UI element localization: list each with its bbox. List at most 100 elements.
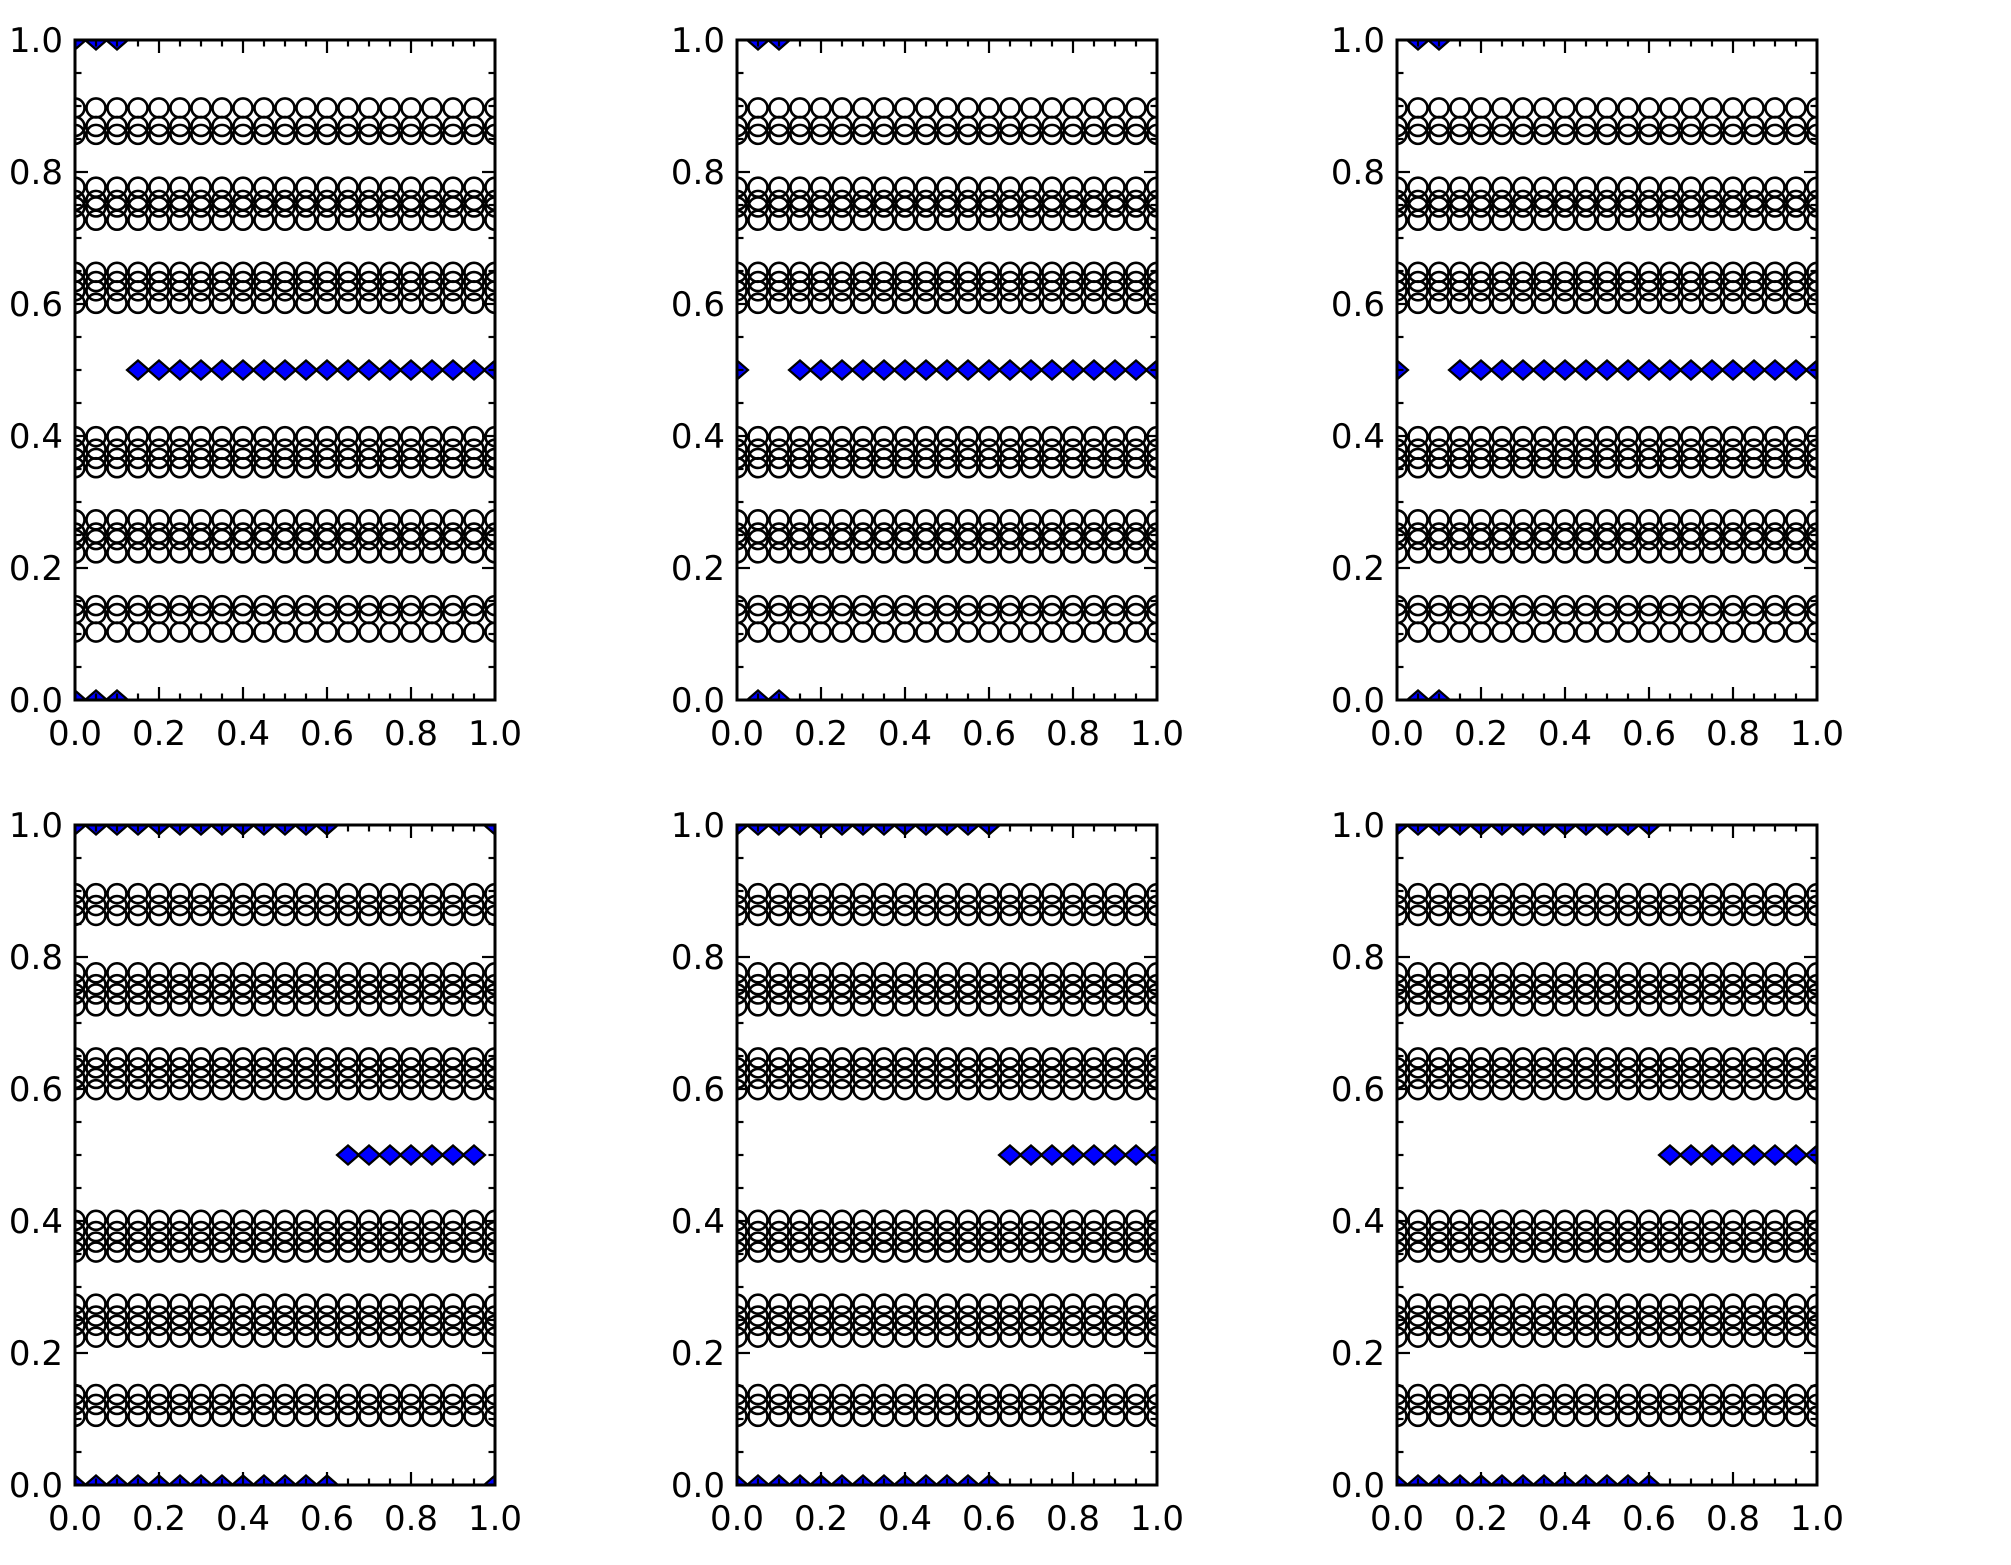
y-tick-label: 0.8: [9, 938, 63, 978]
x-tick-label: 0.6: [962, 714, 1016, 754]
x-tick-label: 0.0: [1370, 714, 1424, 754]
x-tick-label: 0.8: [384, 714, 438, 754]
circles-series-top-middle: [737, 97, 1157, 643]
y-tick-label: 0.6: [1331, 285, 1385, 325]
diamonds-series-top-left: [75, 40, 495, 700]
x-tick-label: 0.0: [710, 714, 764, 754]
axis-ticks-top-right: [1395, 38, 1819, 702]
x-tick-label: 0.4: [878, 714, 932, 754]
y-tick-label: 0.8: [671, 153, 725, 193]
x-tick-label: 0.2: [1454, 1499, 1508, 1539]
x-tick-label: 0.2: [132, 714, 186, 754]
y-tick-label: 1.0: [671, 21, 725, 61]
x-tick-label: 0.2: [794, 714, 848, 754]
x-tick-label: 0.0: [48, 714, 102, 754]
y-tick-label: 0.6: [1331, 1070, 1385, 1110]
x-tick-label: 0.8: [1706, 714, 1760, 754]
y-tick-label: 0.2: [9, 549, 63, 589]
y-tick-labels-bottom-middle: 0.0 0.2 0.4 0.6 0.8 1.0: [671, 806, 725, 1506]
y-tick-label: 0.0: [9, 1466, 63, 1506]
y-tick-label: 0.2: [671, 549, 725, 589]
x-tick-label: 0.6: [1622, 1499, 1676, 1539]
x-tick-label: 0.6: [300, 1499, 354, 1539]
y-tick-label: 0.2: [1331, 549, 1385, 589]
y-tick-labels-top-left: 0.0 0.2 0.4 0.6 0.8 1.0: [9, 21, 63, 721]
x-tick-label: 0.4: [1538, 714, 1592, 754]
y-tick-label: 1.0: [671, 806, 725, 846]
y-tick-label: 0.6: [9, 1070, 63, 1110]
y-tick-label: 1.0: [9, 21, 63, 61]
y-tick-label: 0.4: [1331, 417, 1385, 457]
x-tick-label: 0.0: [1370, 1499, 1424, 1539]
x-tick-label: 0.6: [1622, 714, 1676, 754]
circles-series-bottom-right: [1397, 882, 1817, 1428]
y-tick-labels-bottom-right: 0.0 0.2 0.4 0.6 0.8 1.0: [1331, 806, 1385, 1506]
x-tick-labels-bottom-middle: 0.0 0.2 0.4 0.6 0.8 1.0: [710, 1499, 1184, 1539]
subplot-bottom-right: 0.0 0.2 0.4 0.6 0.8 1.0 0.0 0.2 0.4 0.6 0.8 1.0: [1331, 806, 1844, 1539]
y-tick-label: 0.4: [9, 1202, 63, 1242]
y-tick-label: 0.6: [671, 1070, 725, 1110]
x-tick-labels-bottom-right: 0.0 0.2 0.4 0.6 0.8 1.0: [1370, 1499, 1844, 1539]
y-tick-label: 0.0: [9, 681, 63, 721]
y-tick-label: 0.6: [9, 285, 63, 325]
x-tick-label: 0.8: [384, 1499, 438, 1539]
x-tick-label: 0.8: [1706, 1499, 1760, 1539]
x-tick-labels-top-middle: 0.0 0.2 0.4 0.6 0.8 1.0: [710, 714, 1184, 754]
subplot-bottom-middle: 0.0 0.2 0.4 0.6 0.8 1.0 0.0 0.2 0.4 0.6 0.8 1.0: [671, 806, 1184, 1539]
y-tick-label: 0.4: [671, 1202, 725, 1242]
circles-series-top-right: [1397, 97, 1817, 643]
x-tick-label: 1.0: [1790, 1499, 1844, 1539]
y-tick-label: 0.2: [1331, 1334, 1385, 1374]
x-tick-label: 0.2: [132, 1499, 186, 1539]
y-tick-label: 1.0: [9, 806, 63, 846]
x-tick-label: 0.2: [794, 1499, 848, 1539]
y-tick-label: 1.0: [1331, 21, 1385, 61]
x-tick-label: 0.4: [878, 1499, 932, 1539]
y-tick-label: 0.0: [671, 681, 725, 721]
y-tick-labels-top-right: 0.0 0.2 0.4 0.6 0.8 1.0: [1331, 21, 1385, 721]
axis-ticks-bottom-left: [73, 823, 497, 1487]
y-tick-label: 0.4: [671, 417, 725, 457]
subplot-bottom-left: 0.0 0.2 0.4 0.6 0.8 1.0 0.0 0.2 0.4 0.6 0.8 1.0: [9, 806, 522, 1539]
circles-series-bottom-left: [75, 882, 495, 1428]
y-tick-label: 0.8: [9, 153, 63, 193]
x-tick-label: 0.4: [1538, 1499, 1592, 1539]
subplot-top-middle: 0.0 0.2 0.4 0.6 0.8 1.0 0.0 0.2 0.4 0.6 0.8 1.0: [671, 21, 1184, 754]
y-tick-label: 0.6: [671, 285, 725, 325]
x-tick-label: 1.0: [468, 1499, 522, 1539]
x-tick-label: 0.0: [710, 1499, 764, 1539]
y-tick-label: 0.2: [9, 1334, 63, 1374]
axis-ticks-top-left: [73, 38, 497, 702]
x-tick-label: 0.8: [1046, 714, 1100, 754]
x-tick-label: 1.0: [1130, 714, 1184, 754]
axis-ticks-top-middle: [735, 38, 1159, 702]
axis-ticks-bottom-right: [1395, 823, 1819, 1487]
x-tick-label: 0.4: [216, 714, 270, 754]
y-tick-label: 0.0: [1331, 681, 1385, 721]
x-tick-labels-top-left: 0.0 0.2 0.4 0.6 0.8 1.0: [48, 714, 522, 754]
y-tick-label: 0.8: [1331, 938, 1385, 978]
subplot-top-right: 0.0 0.2 0.4 0.6 0.8 1.0 0.0 0.2 0.4 0.6 0.8 1.0: [1331, 21, 1844, 754]
y-tick-label: 0.2: [671, 1334, 725, 1374]
diamonds-series-top-right: [1397, 40, 1817, 700]
y-tick-label: 1.0: [1331, 806, 1385, 846]
y-tick-label: 0.8: [1331, 153, 1385, 193]
x-tick-labels-bottom-left: 0.0 0.2 0.4 0.6 0.8 1.0: [48, 1499, 522, 1539]
x-tick-labels-top-right: 0.0 0.2 0.4 0.6 0.8 1.0: [1370, 714, 1844, 754]
x-tick-label: 0.6: [300, 714, 354, 754]
y-tick-label: 0.4: [1331, 1202, 1385, 1242]
x-tick-label: 0.8: [1046, 1499, 1100, 1539]
x-tick-label: 1.0: [468, 714, 522, 754]
y-tick-label: 0.0: [671, 1466, 725, 1506]
x-tick-label: 0.6: [962, 1499, 1016, 1539]
x-tick-label: 0.2: [1454, 714, 1508, 754]
y-tick-label: 0.0: [1331, 1466, 1385, 1506]
circles-series-top-left: [75, 97, 495, 643]
diamonds-series-top-middle: [737, 40, 1157, 700]
circles-series-bottom-middle: [737, 882, 1157, 1428]
x-tick-label: 1.0: [1130, 1499, 1184, 1539]
y-tick-labels-bottom-left: 0.0 0.2 0.4 0.6 0.8 1.0: [9, 806, 63, 1506]
y-tick-label: 0.8: [671, 938, 725, 978]
